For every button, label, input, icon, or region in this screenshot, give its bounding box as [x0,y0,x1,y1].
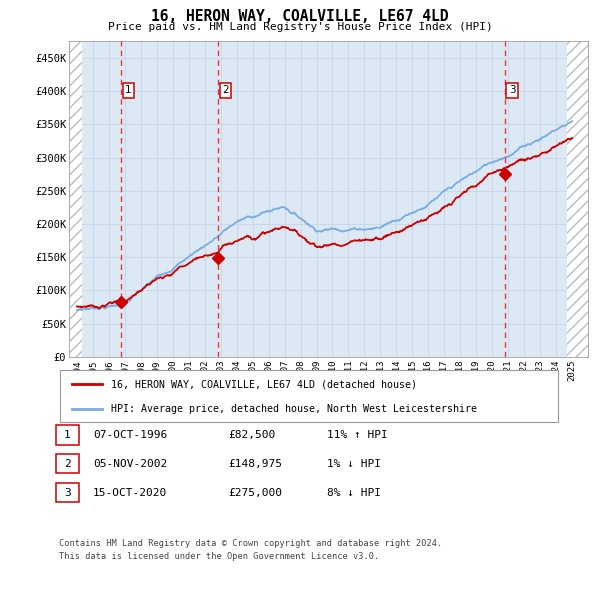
Text: 05-NOV-2002: 05-NOV-2002 [93,459,167,468]
Text: £82,500: £82,500 [228,430,275,440]
Text: 07-OCT-1996: 07-OCT-1996 [93,430,167,440]
Text: 3: 3 [509,85,515,95]
Text: Price paid vs. HM Land Registry's House Price Index (HPI): Price paid vs. HM Land Registry's House … [107,22,493,32]
Text: 3: 3 [64,488,71,497]
Text: 8% ↓ HPI: 8% ↓ HPI [327,488,381,497]
Text: 16, HERON WAY, COALVILLE, LE67 4LD (detached house): 16, HERON WAY, COALVILLE, LE67 4LD (deta… [111,379,417,389]
Text: This data is licensed under the Open Government Licence v3.0.: This data is licensed under the Open Gov… [59,552,379,560]
Bar [567,41,588,357]
Text: 15-OCT-2020: 15-OCT-2020 [93,488,167,497]
Text: 1: 1 [125,85,132,95]
Text: 16, HERON WAY, COALVILLE, LE67 4LD: 16, HERON WAY, COALVILLE, LE67 4LD [151,9,449,24]
Text: £275,000: £275,000 [228,488,282,497]
Text: 2: 2 [222,85,229,95]
Text: 1% ↓ HPI: 1% ↓ HPI [327,459,381,468]
Text: 1: 1 [64,430,71,440]
Text: Contains HM Land Registry data © Crown copyright and database right 2024.: Contains HM Land Registry data © Crown c… [59,539,442,548]
Text: 2: 2 [64,459,71,468]
Bar [69,41,82,357]
Text: 11% ↑ HPI: 11% ↑ HPI [327,430,388,440]
Text: HPI: Average price, detached house, North West Leicestershire: HPI: Average price, detached house, Nort… [111,404,477,414]
Text: £148,975: £148,975 [228,459,282,468]
